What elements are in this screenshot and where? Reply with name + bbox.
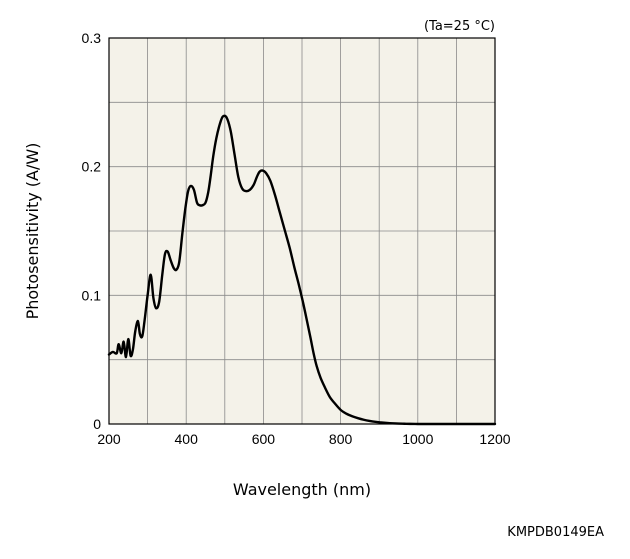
y-axis-label: Photosensitivity (A/W): [23, 143, 42, 320]
x-axis-label: Wavelength (nm): [233, 480, 371, 499]
x-tick-label: 1000: [402, 431, 433, 447]
y-tick-label: 0: [93, 416, 101, 432]
x-tick-label: 400: [175, 431, 199, 447]
y-tick-label: 0.2: [82, 159, 102, 175]
series-line-photosensitivity: [107, 114, 497, 426]
x-tick-label: 1200: [479, 431, 510, 447]
x-tick-label: 800: [329, 431, 353, 447]
temperature-condition: (Ta=25 °C): [424, 19, 495, 34]
x-tick-label: 200: [97, 431, 121, 447]
y-tick-label: 0.3: [82, 30, 102, 46]
x-axis-ticks: 200 400 600 800 1000 1200: [97, 431, 510, 447]
figure-code: KMPDB0149EA: [507, 525, 604, 540]
y-tick-label: 0.1: [82, 287, 102, 303]
plot-frame: [108, 37, 496, 425]
y-axis-ticks: 0 0.1 0.2 0.3: [82, 30, 102, 432]
x-tick-label: 600: [252, 431, 276, 447]
